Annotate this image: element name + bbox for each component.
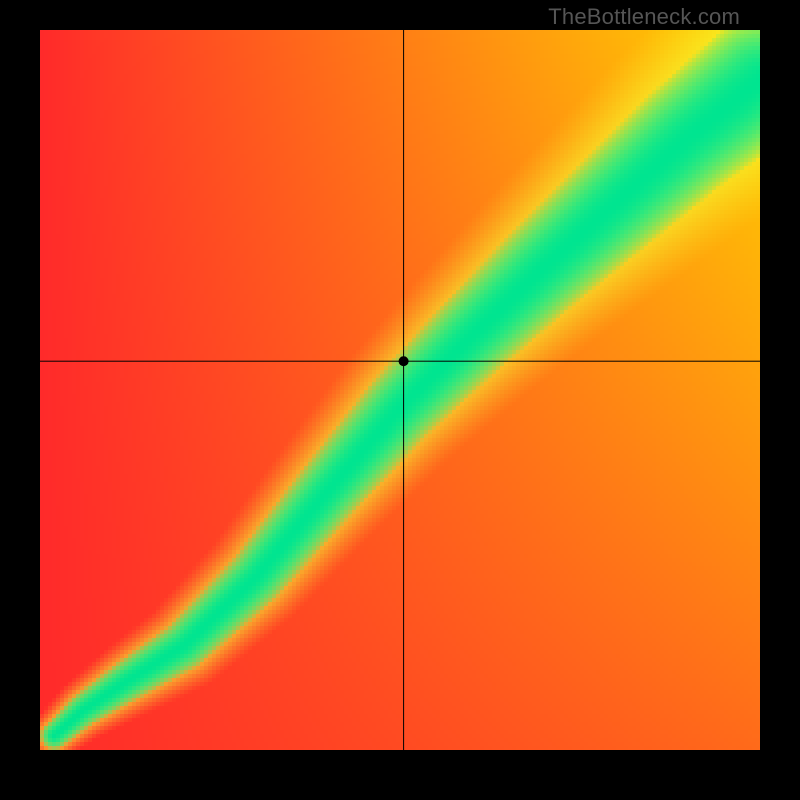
chart-root: TheBottleneck.com <box>0 0 800 800</box>
watermark-text: TheBottleneck.com <box>548 4 740 30</box>
bottleneck-heatmap <box>40 30 760 750</box>
